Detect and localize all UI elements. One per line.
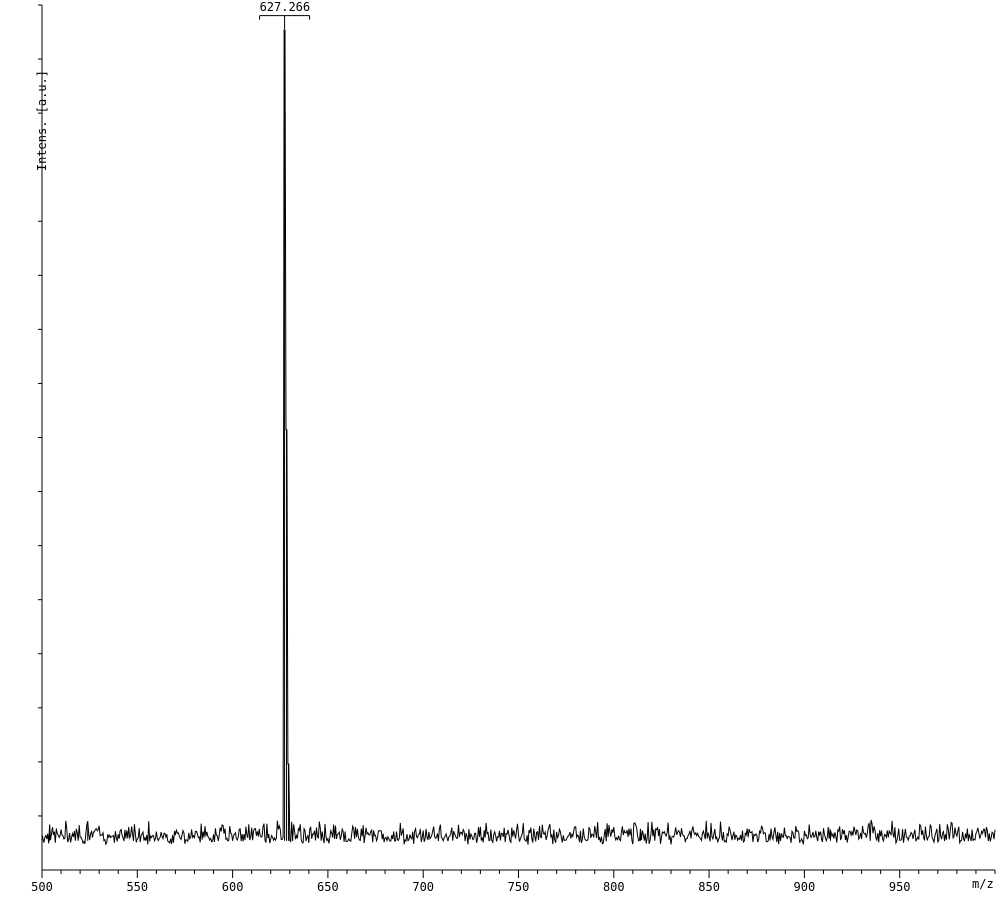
y-axis-label: Intens. [a.u.]	[35, 70, 49, 171]
peak-label: 627.266	[260, 0, 311, 14]
x-tick-label: 950	[885, 880, 915, 894]
x-tick-label: 850	[694, 880, 724, 894]
x-tick-label: 550	[122, 880, 152, 894]
x-tick-label: 650	[313, 880, 343, 894]
spectrum-chart: Intens. [a.u.] m/z 500 550 600 650 700 750 800…	[0, 0, 1000, 907]
x-tick-label: 600	[218, 880, 248, 894]
x-tick-label: 750	[504, 880, 534, 894]
x-axis-label: m/z	[972, 877, 994, 891]
spectrum-svg	[0, 0, 1000, 907]
x-tick-label: 900	[789, 880, 819, 894]
x-tick-label: 800	[599, 880, 629, 894]
x-tick-label: 500	[27, 880, 57, 894]
x-tick-label: 700	[408, 880, 438, 894]
